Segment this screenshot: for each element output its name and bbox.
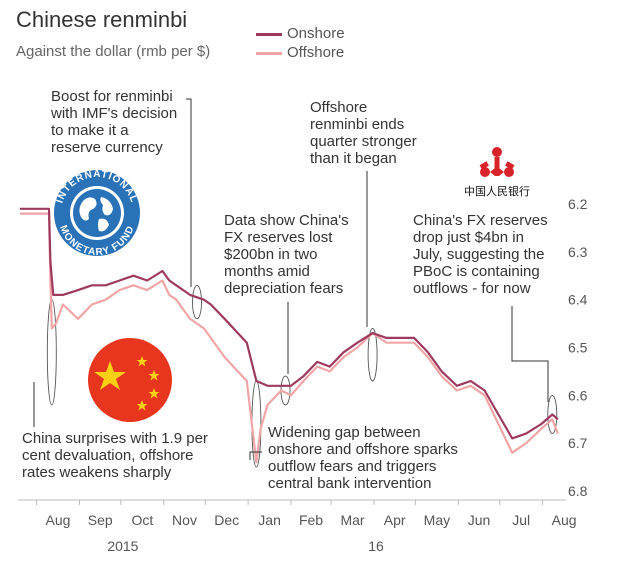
x-tick-label: Oct xyxy=(132,512,154,528)
legend-label-offshore: Offshore xyxy=(287,44,345,61)
annotation-fx-4bn-line: China's FX reserves xyxy=(413,212,548,229)
y-tick-label: 6.7 xyxy=(568,435,588,451)
x-tick-label: Mar xyxy=(340,512,364,528)
annotation-fx-4bn-line: PBoC is containing xyxy=(413,263,540,280)
annotation-fx-200bn-line: months amid xyxy=(224,263,310,280)
annotation-widening-gap-line: outflow fears and triggers xyxy=(268,458,437,475)
annotation-fx-200bn-line: depreciation fears xyxy=(224,280,344,297)
y-tick-label: 6.2 xyxy=(568,196,588,212)
legend-swatch-offshore xyxy=(256,52,282,55)
x-tick-label: Jan xyxy=(258,512,281,528)
highlight-ellipse xyxy=(367,327,378,382)
annotation-quarter-line: renminbi ends xyxy=(310,116,405,133)
annotation-fx-4bn-line: drop just $4bn in xyxy=(413,229,524,246)
x-tick-label: Dec xyxy=(214,512,239,528)
leader-widening-gap xyxy=(249,451,262,460)
x-tick-label: Apr xyxy=(384,512,406,528)
x-year-label: 2015 xyxy=(107,538,138,554)
y-tick-label: 6.3 xyxy=(568,244,588,260)
annotation-imf-line: to make it a xyxy=(51,122,129,139)
y-tick-label: 6.6 xyxy=(568,387,588,403)
y-tick-label: 6.5 xyxy=(568,340,588,356)
annotation-imf-line: with IMF's decision xyxy=(51,105,178,122)
x-tick-label: Nov xyxy=(172,512,197,528)
annotation-fx-4bn: China's FX reserves drop just $4bn in Ju… xyxy=(413,212,548,297)
annotation-devaluation-line: China surprises with 1.9 per xyxy=(22,430,208,447)
annotation-leaders xyxy=(33,98,549,460)
annotation-fx-200bn-line: FX reserves lost xyxy=(224,229,333,246)
x-year-label: 16 xyxy=(368,538,384,554)
legend-label-onshore: Onshore xyxy=(287,25,345,42)
highlight-ellipse xyxy=(192,284,202,320)
annotation-fx-200bn-line: $200bn in two xyxy=(224,246,318,263)
annotation-devaluation: China surprises with 1.9 per cent devalu… xyxy=(22,430,208,481)
annotation-widening-gap-line: onshore and offshore sparks xyxy=(268,441,458,458)
x-tick-label: Jul xyxy=(512,512,530,528)
x-tick-label: Aug xyxy=(552,512,577,528)
series-line-onshore xyxy=(20,207,559,440)
leader-fx-4bn xyxy=(511,306,549,402)
chart-subtitle: Against the dollar (rmb per $) xyxy=(16,43,211,60)
annotation-widening-gap-line: Widening gap between xyxy=(268,424,421,441)
y-tick-label: 6.8 xyxy=(568,483,588,499)
series-lines xyxy=(20,207,559,464)
chart-title: Chinese renminbi xyxy=(16,7,188,32)
china-flag-icon xyxy=(88,338,172,422)
pboc-logo-text: 中国人民银行 xyxy=(464,184,530,198)
annotation-imf-line: Boost for renminbi xyxy=(51,88,173,105)
annotation-fx-200bn-line: Data show China's xyxy=(224,212,349,229)
x-tick-label: May xyxy=(424,512,450,528)
series-line-offshore xyxy=(20,212,559,464)
x-tick-label: Aug xyxy=(46,512,71,528)
annotation-widening-gap-line: central bank intervention xyxy=(268,475,432,492)
annotation-quarter-line: than it began xyxy=(310,150,397,167)
annotation-fx-200bn: Data show China's FX reserves lost $200b… xyxy=(224,212,349,297)
annotation-fx-4bn-line: July, suggesting the xyxy=(413,246,545,263)
pboc-logo: 中国人民银行 xyxy=(464,147,530,198)
annotation-fx-4bn-line: outflows - for now xyxy=(413,280,531,297)
y-tick-label: 6.4 xyxy=(568,292,588,308)
x-tick-label: Feb xyxy=(299,512,323,528)
imf-logo: INTERNATIONAL MONETARY FUND xyxy=(54,169,140,258)
x-tick-label: Sep xyxy=(88,512,113,528)
leader-imf xyxy=(186,98,192,287)
annotation-devaluation-line: rates weakens sharply xyxy=(22,464,172,481)
annotation-widening-gap: Widening gap between onshore and offshor… xyxy=(268,424,458,492)
annotation-imf: Boost for renminbi with IMF's decision t… xyxy=(51,88,177,156)
annotation-devaluation-line: cent devaluation, offshore xyxy=(22,447,194,464)
annotation-quarter: Offshore renminbi ends quarter stronger … xyxy=(310,99,417,167)
legend-swatch-onshore xyxy=(256,33,282,36)
highlight-ellipse xyxy=(547,394,558,435)
chart-axes: 6.2 6.3 6.4 6.5 6.6 6.7 6.8 Aug Sep Oct Nov Dec Jan F… xyxy=(18,196,588,554)
annotation-quarter-line: Offshore xyxy=(310,99,368,116)
annotation-imf-line: reserve currency xyxy=(51,139,163,156)
annotation-quarter-line: quarter stronger xyxy=(310,133,417,150)
x-tick-label: Jun xyxy=(468,512,491,528)
